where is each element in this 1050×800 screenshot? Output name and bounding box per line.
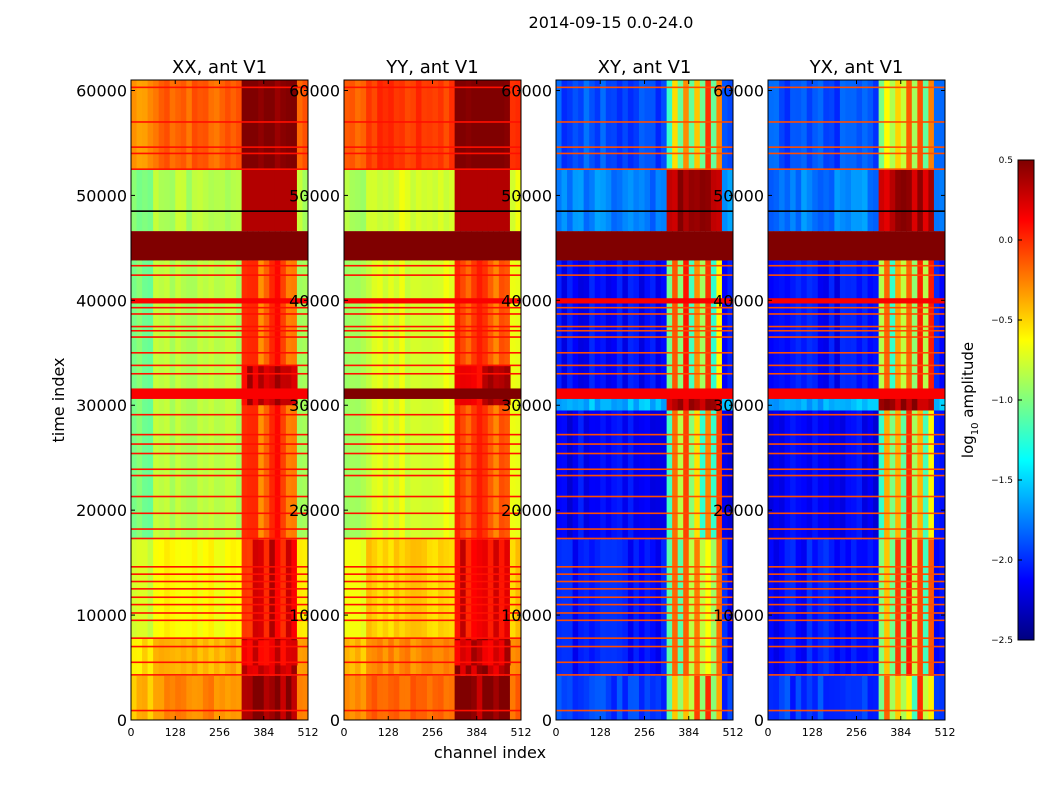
panel-title: YX, ant V1 [809, 57, 904, 78]
y-tick-label: 0 [330, 711, 340, 730]
panel-image [556, 80, 733, 720]
y-tick-label: 0 [117, 711, 127, 730]
y-tick-label: 20000 [289, 501, 340, 520]
y-tick-label: 30000 [76, 396, 127, 415]
y-tick-label: 30000 [501, 396, 552, 415]
colorbar-tick-label: −2.5 [991, 636, 1013, 646]
x-tick-label: 256 [209, 726, 230, 739]
y-tick-label: 20000 [713, 501, 764, 520]
x-tick-label: 384 [890, 726, 911, 739]
y-tick-label: 50000 [713, 186, 764, 205]
x-tick-label: 128 [165, 726, 186, 739]
y-tick-label: 30000 [713, 396, 764, 415]
y-tick-label: 50000 [289, 186, 340, 205]
y-tick-label: 50000 [501, 186, 552, 205]
colorbar-label: log10 amplitude [959, 342, 981, 458]
x-tick-label: 256 [634, 726, 655, 739]
colorbar-tick-label: −0.5 [991, 316, 1013, 326]
y-axis-label: time index [49, 357, 68, 442]
x-tick-label: 256 [422, 726, 443, 739]
y-tick-label: 0 [542, 711, 552, 730]
y-tick-label: 10000 [713, 606, 764, 625]
y-tick-label: 60000 [713, 81, 764, 100]
panel-3: XY, ant V1 0 128 256 384 512 0 10000 20000 30000 4… [501, 57, 743, 739]
colorbar-tick-label: −1.0 [991, 396, 1013, 406]
x-tick-label: 512 [723, 726, 744, 739]
x-tick-label: 384 [253, 726, 274, 739]
y-tick-label: 60000 [289, 81, 340, 100]
y-tick-label: 30000 [289, 396, 340, 415]
y-tick-label: 20000 [76, 501, 127, 520]
x-tick-label: 0 [765, 726, 772, 739]
colorbar-tick-label: 0.0 [999, 236, 1014, 246]
colorbar-ticks: 0.5 0.0 −0.5 −1.0 −1.5 −2.0 −2.5 [991, 156, 1022, 646]
panel-2: YY, ant V1 0 128 256 384 512 0 10000 20000 30000 4… [289, 57, 531, 739]
x-tick-label: 0 [341, 726, 348, 739]
colorbar-tick-label: −2.0 [991, 556, 1013, 566]
panel-4: YX, ant V1 0 128 256 384 512 0 10000 20000 30000 4… [713, 57, 955, 739]
x-tick-label: 256 [846, 726, 867, 739]
y-tick-label: 60000 [76, 81, 127, 100]
y-tick-label: 40000 [289, 291, 340, 310]
heatmap-panels: XX, ant V1 0 128 256 384 512 0 10000 20000 30000 4… [76, 57, 955, 739]
panel-image [131, 80, 308, 720]
x-tick-label: 0 [128, 726, 135, 739]
panel-1: XX, ant V1 0 128 256 384 512 0 10000 20000 30000 4… [76, 57, 318, 739]
y-tick-label: 40000 [713, 291, 764, 310]
colorbar-tick-label: 0.5 [999, 156, 1013, 166]
y-tick-label: 50000 [76, 186, 127, 205]
x-axis-label: channel index [434, 743, 546, 762]
x-tick-label: 512 [935, 726, 956, 739]
panel-title: YY, ant V1 [385, 57, 478, 78]
x-tick-label: 128 [590, 726, 611, 739]
y-tick-label: 60000 [501, 81, 552, 100]
panel-image [768, 80, 945, 720]
panel-title: XY, ant V1 [598, 57, 692, 78]
x-tick-label: 512 [298, 726, 319, 739]
colorbar-tick-label: −1.5 [991, 476, 1013, 486]
colorbar: 0.5 0.0 −0.5 −1.0 −1.5 −2.0 −2.5 log10 amplitu… [959, 156, 1035, 646]
x-tick-label: 0 [553, 726, 560, 739]
y-tick-label: 40000 [501, 291, 552, 310]
x-tick-label: 384 [466, 726, 487, 739]
panel-image [344, 80, 521, 720]
y-tick-label: 40000 [76, 291, 127, 310]
y-tick-label: 10000 [76, 606, 127, 625]
y-tick-label: 0 [754, 711, 764, 730]
x-tick-label: 128 [802, 726, 823, 739]
figure-title: 2014-09-15 0.0-24.0 [529, 13, 694, 32]
x-tick-label: 512 [511, 726, 532, 739]
panel-title: XX, ant V1 [172, 57, 267, 78]
y-tick-label: 20000 [501, 501, 552, 520]
x-tick-label: 128 [378, 726, 399, 739]
y-tick-label: 10000 [501, 606, 552, 625]
y-tick-label: 10000 [289, 606, 340, 625]
x-tick-label: 384 [678, 726, 699, 739]
